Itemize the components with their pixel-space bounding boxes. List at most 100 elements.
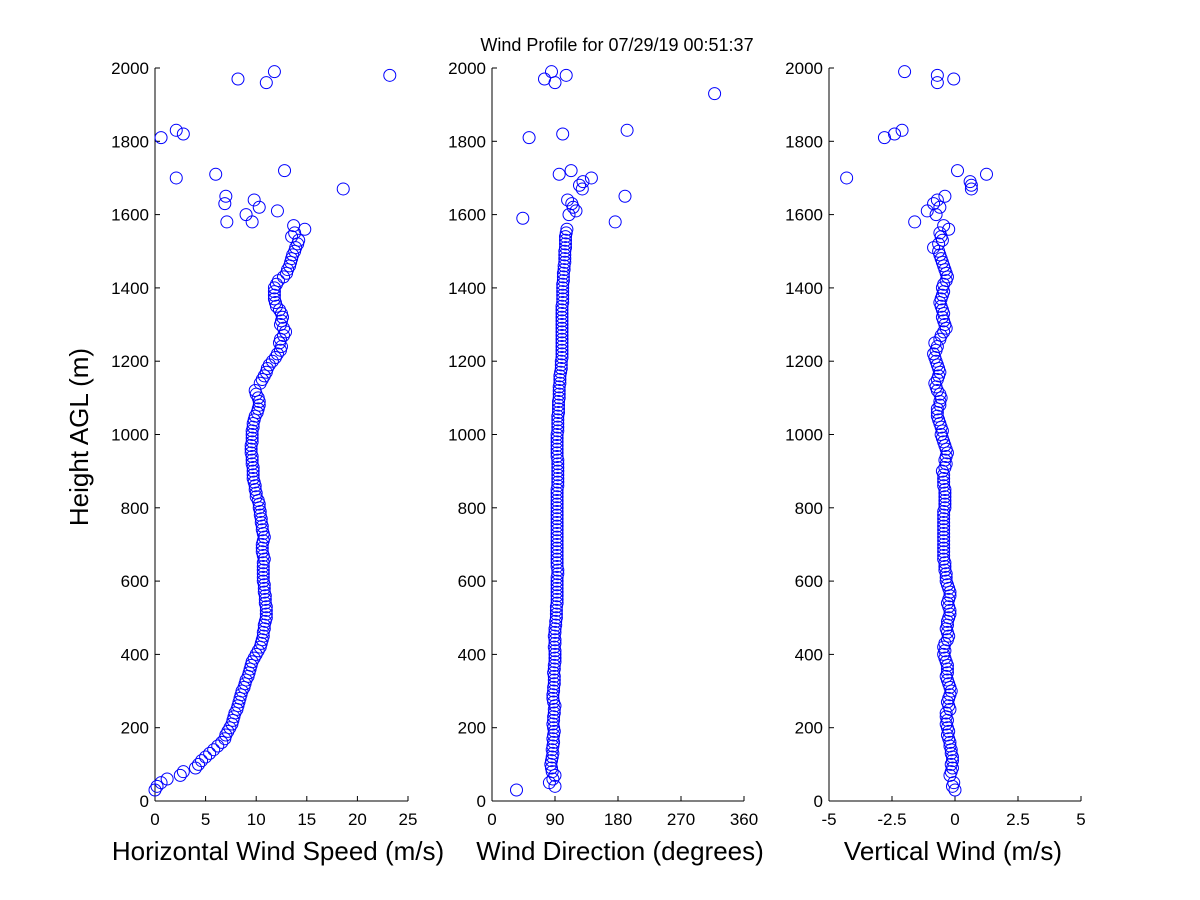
vertical-xtick-label: 2.5 bbox=[1006, 810, 1030, 829]
speed-data-point bbox=[270, 347, 284, 361]
speed-data-point bbox=[277, 270, 291, 284]
speed-data-point bbox=[248, 384, 262, 398]
speed-data-point bbox=[257, 585, 271, 599]
direction-data-point bbox=[556, 292, 570, 306]
vertical-data-point bbox=[937, 515, 951, 529]
speed-xtick-label: 10 bbox=[247, 810, 266, 829]
vertical-data-point bbox=[937, 552, 951, 566]
direction-data-point bbox=[555, 321, 569, 335]
direction-data-point bbox=[550, 578, 564, 592]
direction-data-point bbox=[555, 329, 569, 343]
direction-data-point bbox=[546, 772, 560, 786]
speed-data-point bbox=[209, 167, 223, 181]
direction-xtick-label: 360 bbox=[730, 810, 758, 829]
speed-data-point bbox=[256, 570, 270, 584]
direction-data-point bbox=[550, 501, 564, 515]
direction-data-point bbox=[550, 512, 564, 526]
vertical-data-point bbox=[937, 548, 951, 562]
speed-ytick-label: 1200 bbox=[111, 352, 149, 371]
direction-ytick-label: 1800 bbox=[448, 132, 486, 151]
direction-data-point bbox=[549, 618, 563, 632]
vertical-data-point bbox=[930, 68, 944, 82]
direction-data-point bbox=[550, 589, 564, 603]
speed-data-point bbox=[257, 622, 271, 636]
direction-data-point bbox=[556, 270, 570, 284]
direction-xtick-label: 270 bbox=[667, 810, 695, 829]
direction-data-point bbox=[584, 171, 598, 185]
vertical-x-axis-label: Vertical Wind (m/s) bbox=[844, 836, 1062, 866]
vertical-data-point bbox=[840, 171, 854, 185]
speed-data-point bbox=[154, 776, 168, 790]
direction-ytick-label: 1400 bbox=[448, 279, 486, 298]
speed-data-point bbox=[246, 464, 260, 478]
direction-data-point bbox=[510, 783, 523, 797]
direction-data-point bbox=[555, 332, 569, 346]
speed-data-point bbox=[247, 651, 261, 665]
vertical-ytick-label: 1800 bbox=[785, 132, 823, 151]
speed-data-point bbox=[265, 354, 279, 368]
direction-data-point bbox=[576, 175, 590, 189]
speed-data-point bbox=[268, 351, 282, 365]
vertical-data-point bbox=[937, 534, 951, 548]
speed-data-point bbox=[253, 376, 267, 390]
direction-data-point bbox=[550, 541, 564, 555]
direction-data-point bbox=[548, 655, 562, 669]
direction-data-point bbox=[551, 417, 565, 431]
direction-data-point bbox=[550, 515, 564, 529]
vertical-data-point bbox=[937, 523, 951, 537]
vertical-data-point bbox=[939, 570, 953, 584]
direction-data-point bbox=[551, 468, 565, 482]
direction-data-point bbox=[549, 603, 563, 617]
direction-data-point bbox=[550, 592, 564, 606]
speed-data-point bbox=[255, 541, 269, 555]
speed-data-point bbox=[336, 182, 350, 196]
direction-data-point bbox=[550, 596, 564, 610]
vertical-ytick-label: 800 bbox=[795, 499, 823, 518]
speed-data-point bbox=[195, 754, 209, 768]
direction-ytick-label: 1000 bbox=[448, 426, 486, 445]
direction-data-point bbox=[555, 343, 569, 357]
vertical-data-point bbox=[944, 746, 958, 760]
vertical-data-point bbox=[937, 325, 951, 339]
vertical-data-point bbox=[963, 175, 977, 189]
direction-data-point bbox=[551, 464, 565, 478]
direction-data-point bbox=[555, 351, 569, 365]
direction-ytick-label: 1600 bbox=[448, 206, 486, 225]
direction-data-point bbox=[550, 497, 564, 511]
vertical-ytick-label: 2000 bbox=[785, 59, 823, 78]
direction-data-point bbox=[548, 625, 562, 639]
speed-data-point bbox=[246, 471, 260, 485]
vertical-data-point bbox=[938, 486, 952, 500]
direction-data-point bbox=[708, 87, 722, 101]
vertical-data-point bbox=[937, 479, 951, 493]
direction-data-point bbox=[547, 713, 561, 727]
vertical-data-point bbox=[937, 530, 951, 544]
speed-data-point bbox=[267, 281, 281, 295]
speed-data-point bbox=[267, 65, 281, 79]
direction-data-point bbox=[559, 241, 572, 255]
direction-data-point bbox=[608, 215, 622, 229]
direction-data-point bbox=[559, 233, 572, 247]
direction-data-point bbox=[558, 252, 572, 266]
direction-data-point bbox=[548, 768, 562, 782]
direction-data-point bbox=[550, 548, 564, 562]
direction-data-point bbox=[545, 65, 558, 79]
speed-data-point bbox=[245, 428, 259, 441]
vertical-data-point bbox=[937, 541, 951, 555]
speed-data-point bbox=[246, 420, 260, 434]
direction-data-point bbox=[550, 526, 564, 540]
speed-data-point bbox=[219, 728, 233, 742]
direction-data-point bbox=[554, 362, 568, 376]
speed-ytick-label: 0 bbox=[140, 792, 149, 811]
direction-data-point bbox=[550, 435, 564, 449]
speed-data-point bbox=[160, 772, 174, 786]
direction-data-point bbox=[550, 493, 564, 507]
direction-data-point bbox=[550, 559, 564, 573]
direction-data-point bbox=[550, 442, 564, 456]
vertical-data-point bbox=[898, 65, 912, 79]
speed-data-point bbox=[245, 435, 259, 449]
direction-data-point bbox=[550, 545, 564, 559]
vertical-data-point bbox=[937, 475, 951, 489]
